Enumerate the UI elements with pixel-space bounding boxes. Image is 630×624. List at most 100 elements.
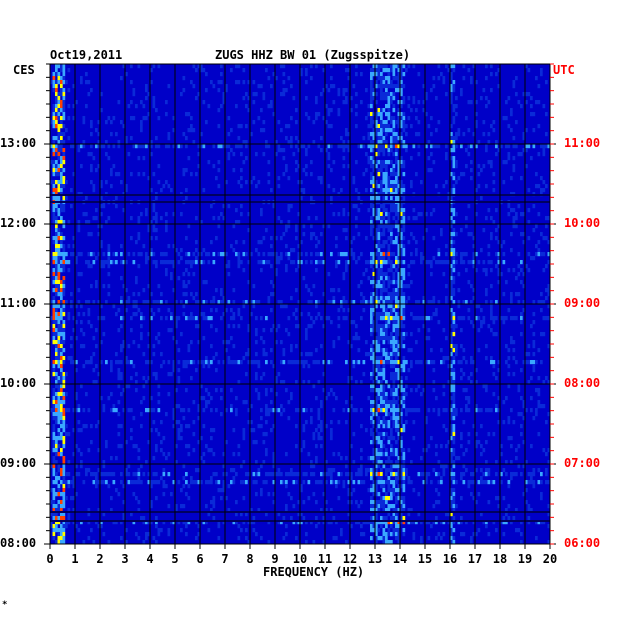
spectrogram-cell <box>522 136 526 141</box>
spectrogram-cell <box>172 144 176 149</box>
spectrogram-cell <box>310 460 313 465</box>
spectrogram-cell <box>465 404 468 409</box>
spectrogram-cell <box>417 472 421 477</box>
spectrogram-cell <box>452 516 456 521</box>
x-tick-label: 10 <box>292 552 308 566</box>
spectrogram-cell <box>502 532 506 537</box>
spectrogram-cell <box>135 276 138 281</box>
spectrogram-cell <box>200 68 203 73</box>
spectrogram-cell <box>345 88 348 93</box>
spectrogram-cell <box>202 364 206 369</box>
spectrogram-cell <box>220 496 223 501</box>
spectrogram-cell <box>167 328 171 333</box>
spectrogram-cell <box>377 128 381 133</box>
spectrogram-cell <box>375 232 378 237</box>
spectrogram-cell <box>405 392 408 397</box>
spectrogram-cell <box>395 360 398 365</box>
spectrogram-cell <box>397 328 401 333</box>
spectrogram-cell <box>390 140 393 145</box>
spectrogram-cell <box>380 160 383 165</box>
spectrogram-cell <box>400 144 403 149</box>
spectrogram-cell <box>80 272 83 277</box>
spectrogram-cell <box>380 88 383 93</box>
spectrogram-cell <box>390 452 393 457</box>
spectrogram-cell <box>57 248 61 253</box>
spectrogram-cell <box>397 484 401 489</box>
spectrogram-cell <box>390 116 393 121</box>
spectrogram-cell <box>57 236 61 241</box>
spectrogram-cell <box>450 436 453 441</box>
spectrogram-cell <box>242 160 246 165</box>
spectrogram-cell <box>322 520 326 525</box>
spectrogram-cell <box>387 180 391 185</box>
spectrogram-cell <box>397 384 401 389</box>
spectrogram-cell <box>137 252 141 257</box>
spectrogram-cell <box>157 408 161 413</box>
spectrogram-cell <box>82 344 86 349</box>
spectrogram-cell <box>297 408 301 413</box>
spectrogram-cell <box>372 364 376 369</box>
spectrogram-cell <box>370 316 373 321</box>
spectrogram-cell <box>372 68 376 73</box>
spectrogram-cell <box>457 316 461 321</box>
spectrogram-cell <box>380 444 383 449</box>
spectrogram-cell <box>62 412 66 417</box>
spectrogram-cell <box>422 448 426 453</box>
spectrogram-cell <box>390 388 393 393</box>
spectrogram-cell <box>515 448 518 453</box>
spectrogram-cell <box>390 68 393 73</box>
spectrogram-cell <box>67 260 71 265</box>
spectrogram-cell <box>200 436 203 441</box>
spectrogram-cell <box>412 488 416 493</box>
spectrogram-cell <box>197 152 201 157</box>
spectrogram-cell <box>377 388 381 393</box>
spectrogram-cell <box>105 480 108 485</box>
spectrogram-cell <box>322 292 326 297</box>
spectrogram-cell <box>527 236 531 241</box>
spectrogram-cell <box>390 428 393 433</box>
spectrogram-cell <box>270 388 273 393</box>
spectrogram-cell <box>395 448 398 453</box>
spectrogram-cell <box>65 424 68 429</box>
spectrogram-cell <box>310 232 313 237</box>
spectrogram-cell <box>410 156 413 161</box>
spectrogram-cell <box>55 352 58 357</box>
spectrogram-cell <box>107 256 111 261</box>
spectrogram-cell <box>372 272 376 277</box>
spectrogram-cell <box>402 388 406 393</box>
spectrogram-cell <box>397 352 401 357</box>
spectrogram-cell <box>142 540 146 545</box>
spectrogram-cell <box>205 300 208 305</box>
spectrogram-cell <box>207 480 211 485</box>
spectrogram-cell <box>472 236 476 241</box>
spectrogram-cell <box>60 148 63 153</box>
spectrogram-cell <box>267 172 271 177</box>
spectrogram-cell <box>465 448 468 453</box>
x-tick-label: 11 <box>317 552 333 566</box>
spectrogram-cell <box>382 312 386 317</box>
spectrogram-cell <box>57 212 61 217</box>
spectrogram-cell <box>50 80 53 85</box>
spectrogram-cell <box>187 444 191 449</box>
spectrogram-cell <box>452 264 456 269</box>
spectrogram-cell <box>475 120 478 125</box>
spectrogram-cell <box>382 152 386 157</box>
spectrogram-cell <box>385 316 388 321</box>
spectrogram-cell <box>460 260 463 265</box>
spectrogram-cell <box>155 372 158 377</box>
spectrogram-cell <box>400 120 403 125</box>
spectrogram-cell <box>60 220 63 225</box>
spectrogram-cell <box>235 360 238 365</box>
spectrogram-cell <box>245 512 248 517</box>
spectrogram-cell <box>157 64 161 69</box>
spectrogram-cell <box>450 172 453 177</box>
spectrogram-cell <box>50 316 53 321</box>
spectrogram-cell <box>535 184 538 189</box>
spectrogram-cell <box>55 120 58 125</box>
spectrogram-cell <box>450 140 453 145</box>
spectrogram-cell <box>100 396 103 401</box>
spectrogram-cell <box>57 264 61 269</box>
spectrogram-cell <box>60 532 63 537</box>
spectrogram-cell <box>460 360 463 365</box>
spectrogram-cell <box>225 88 228 93</box>
